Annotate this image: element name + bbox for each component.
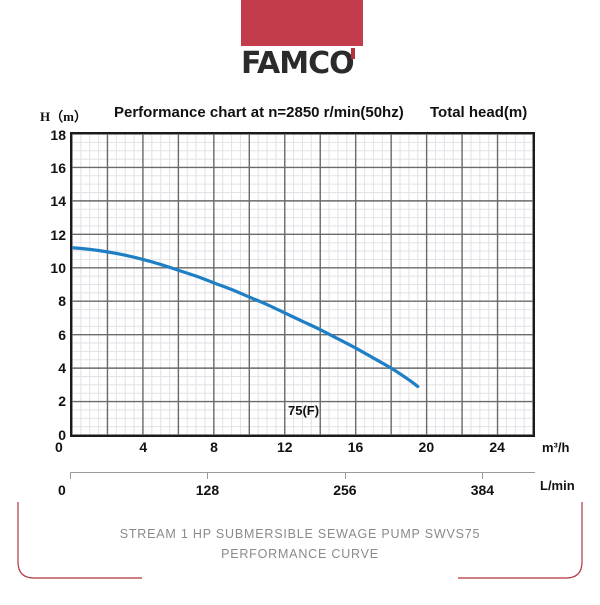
plot-area (70, 132, 535, 437)
plot-grid-and-curve (72, 134, 533, 435)
secondary-axis-tick-mark (70, 472, 71, 479)
chart-title: Performance chart at n=2850 r/min(50hz) (114, 104, 404, 121)
secondary-axis-tick: 256 (333, 482, 357, 498)
caption-line-2: PERFORMANCE CURVE (221, 547, 379, 561)
x-axis-tick-labels: 4 8 12 16 20 24 (70, 439, 535, 461)
x-axis-tick: 12 (277, 439, 293, 455)
y-axis-tick: 2 (58, 393, 66, 410)
brand-logo: FAMCO (241, 47, 371, 81)
secondary-axis-tick-mark (482, 472, 484, 479)
x-axis-tick: 16 (347, 439, 364, 455)
x-axis-tick: 24 (489, 439, 505, 455)
brand-header: FAMCO (0, 0, 600, 100)
x-axis-unit-label: m³/h (542, 440, 570, 455)
x-axis-zero-label: 0 (55, 439, 63, 455)
chart-secondary-title: Total head(m) (430, 104, 528, 121)
power-tick-icon (351, 48, 355, 59)
secondary-axis-line (70, 472, 535, 473)
secondary-axis-zero-label: 0 (58, 482, 66, 498)
y-axis-tick: 16 (50, 159, 66, 176)
y-axis-tick: 6 (58, 326, 66, 343)
brand-banner-block (241, 0, 363, 46)
secondary-axis-tick: 384 (470, 482, 495, 498)
y-axis-tick: 12 (50, 226, 66, 243)
y-axis-tick: 10 (50, 259, 66, 276)
x-axis-tick: 20 (418, 439, 435, 455)
caption-frame: STREAM 1 HP SUBMERSIBLE SEWAGE PUMP SWVS… (0, 500, 600, 600)
y-axis-tick-labels: 0 2 4 6 8 10 12 14 16 18 (34, 127, 66, 443)
secondary-axis-tick: 128 (195, 482, 220, 498)
y-axis-tick: 0 (58, 426, 66, 443)
y-axis-tick: 18 (50, 126, 66, 143)
performance-curve (72, 246, 420, 389)
performance-chart: H（m） Performance chart at n=2850 r/min(5… (0, 100, 600, 500)
secondary-axis-tick-mark (207, 472, 209, 479)
major-gridlines (72, 134, 533, 435)
y-axis-tick: 4 (58, 359, 66, 376)
brand-logo-text: FAMCO (241, 46, 355, 81)
caption-border-decoration (17, 502, 583, 579)
y-axis-unit-label: H（m） (40, 109, 87, 124)
secondary-axis-unit-label: L/min (540, 478, 575, 493)
y-axis-tick: 8 (58, 293, 66, 310)
x-axis-tick: 8 (210, 439, 218, 455)
secondary-axis: 128 256 384 (70, 472, 535, 502)
secondary-axis-tick-mark (344, 472, 346, 479)
minor-gridlines (72, 134, 533, 435)
x-axis-tick: 4 (139, 439, 148, 455)
curve-series-label: 75(F) (288, 403, 320, 418)
y-axis-tick: 14 (50, 193, 66, 210)
chart-title-row: H（m） Performance chart at n=2850 r/min(5… (40, 104, 570, 124)
caption-text: STREAM 1 HP SUBMERSIBLE SEWAGE PUMP SWVS… (60, 524, 540, 564)
caption-line-1: STREAM 1 HP SUBMERSIBLE SEWAGE PUMP SWVS… (119, 527, 481, 541)
